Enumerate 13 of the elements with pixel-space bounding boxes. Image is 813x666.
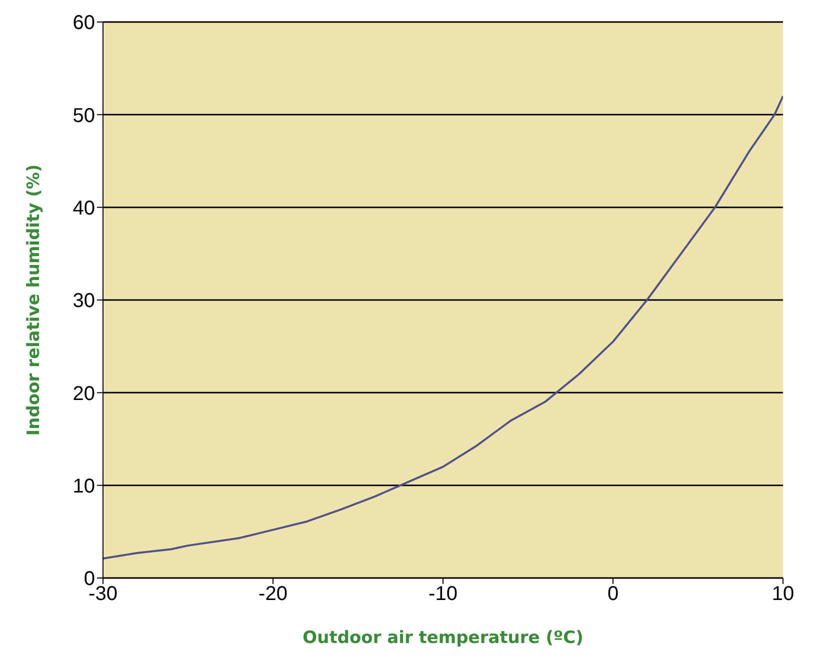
x-tick-label: 0 — [607, 583, 619, 606]
x-tick-label: 10 — [772, 583, 794, 606]
y-tick-label: 50 — [72, 104, 95, 127]
y-axis-title: Indoor relative humidity (%) — [24, 164, 44, 436]
x-tick-label: -10 — [428, 583, 458, 606]
y-tick-label: 10 — [72, 475, 95, 498]
y-tick-label: 30 — [72, 290, 95, 312]
x-tick-label: -20 — [258, 583, 288, 606]
x-axis-title: Outdoor air temperature (ºC) — [302, 628, 584, 648]
y-tick-label: 0 — [84, 568, 95, 590]
y-tick-label: 40 — [72, 197, 95, 220]
y-tick-label: 60 — [72, 12, 95, 34]
y-tick-label: 20 — [72, 382, 95, 405]
